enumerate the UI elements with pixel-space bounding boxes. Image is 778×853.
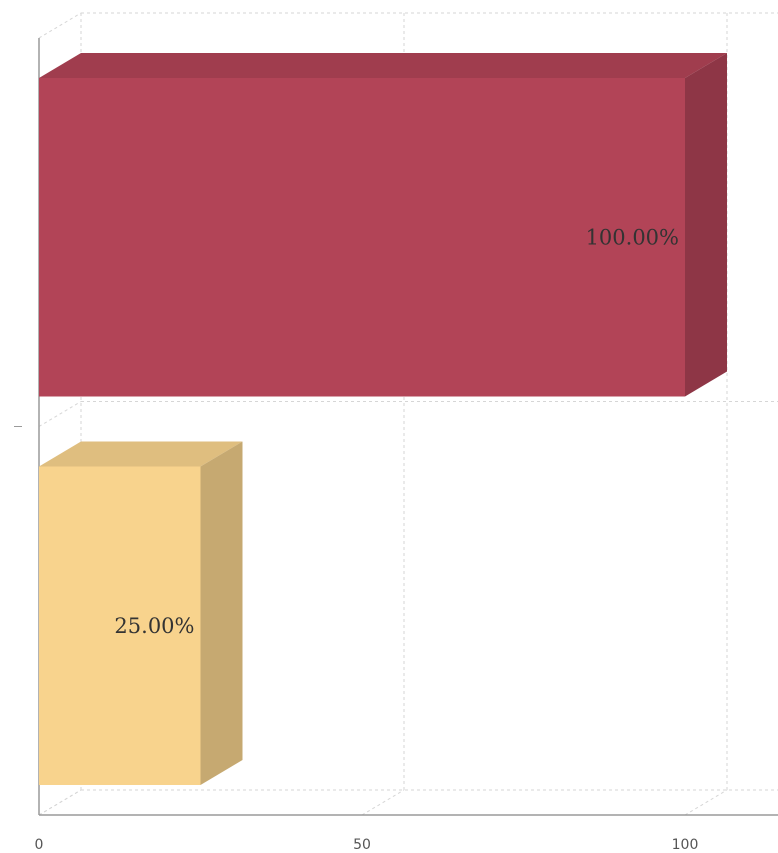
x-tick-label-1: 50 — [353, 837, 371, 853]
bar-0 — [39, 53, 727, 397]
x-tick-label-2: 100 — [672, 837, 699, 853]
floor-gridline-1 — [361, 789, 405, 816]
tick-labels: 0 50 100 — [35, 837, 699, 853]
side-gridline-1 — [38, 401, 82, 427]
side-gridline-2 — [38, 789, 82, 816]
data-label-1: 25.00% — [114, 614, 194, 638]
bars: 100.00% 25.00% — [39, 53, 727, 785]
bar-front-0 — [39, 78, 685, 397]
bar-top-1 — [39, 441, 243, 467]
grid — [38, 12, 778, 816]
bar-side-0 — [685, 53, 727, 397]
bar-side-1 — [200, 441, 243, 785]
floor-gridline-2 — [684, 789, 728, 816]
bar-top-0 — [39, 53, 727, 78]
data-label-0: 100.00% — [586, 225, 679, 249]
side-gridline-0 — [38, 12, 82, 39]
x-tick-label-0: 0 — [35, 837, 44, 853]
bar-front-1 — [39, 466, 201, 785]
bar-1 — [39, 441, 243, 785]
